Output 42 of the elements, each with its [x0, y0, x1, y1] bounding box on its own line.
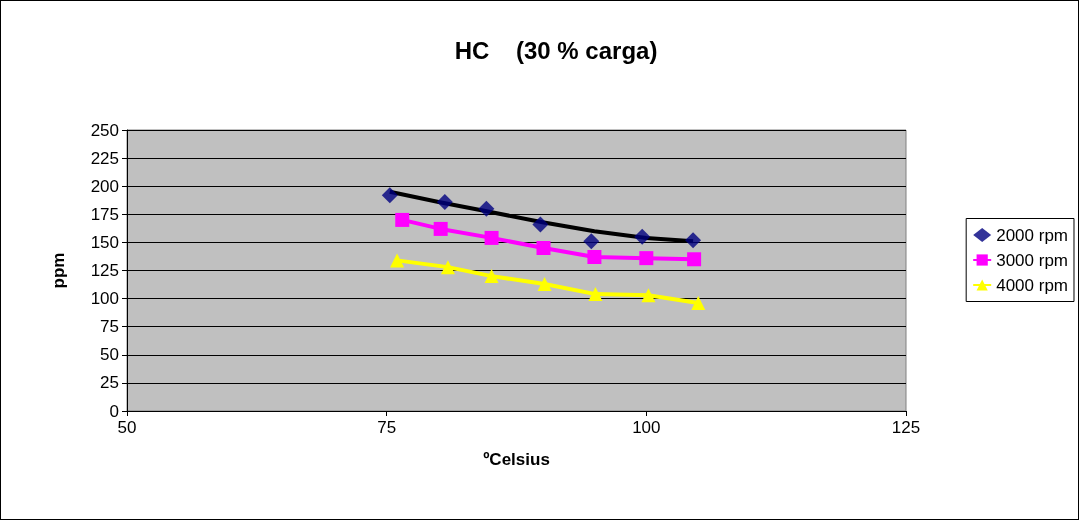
point — [634, 228, 651, 245]
point — [440, 260, 455, 275]
point — [484, 269, 499, 284]
legend-label: 4000 rpm — [996, 275, 1069, 295]
y-tick-label: 100 — [90, 289, 119, 309]
y-tick-label: 25 — [100, 373, 119, 393]
legend-label: 3000 rpm — [996, 250, 1069, 270]
x-tick-label: 75 — [377, 418, 397, 437]
y-tick-label: 0 — [109, 401, 119, 421]
x-tick-label: 125 — [891, 418, 921, 437]
point — [395, 212, 410, 227]
point — [484, 230, 499, 245]
point — [691, 296, 706, 311]
point — [436, 193, 453, 210]
y-tick-label: 200 — [90, 176, 119, 196]
point — [639, 251, 654, 266]
y-tick-label: 50 — [100, 345, 119, 365]
point — [390, 253, 405, 268]
x-tick-label: 100 — [632, 418, 661, 437]
point — [532, 216, 549, 233]
point — [687, 252, 702, 267]
y-tick-label: 225 — [90, 148, 119, 168]
y-tick-label: 175 — [90, 204, 119, 224]
y-tick-label: 75 — [100, 317, 119, 337]
point — [583, 233, 600, 250]
point — [433, 221, 448, 236]
y-tick-label: 250 — [90, 120, 119, 140]
point — [381, 187, 398, 204]
y-tick-label: 150 — [90, 232, 119, 252]
point — [587, 250, 602, 265]
point — [641, 288, 656, 303]
point — [536, 241, 551, 256]
x-axis-title: ºCelsius — [483, 450, 550, 469]
chart-title: HC (30 % carga) — [454, 36, 658, 64]
point — [685, 232, 702, 249]
y-tick-label: 125 — [90, 261, 119, 280]
point — [588, 287, 603, 302]
y-axis-title: ppm — [49, 252, 68, 289]
x-tick-label: 50 — [117, 418, 137, 437]
point — [537, 276, 552, 291]
point — [478, 200, 495, 217]
legend-label: 2000 rpm — [996, 225, 1069, 245]
